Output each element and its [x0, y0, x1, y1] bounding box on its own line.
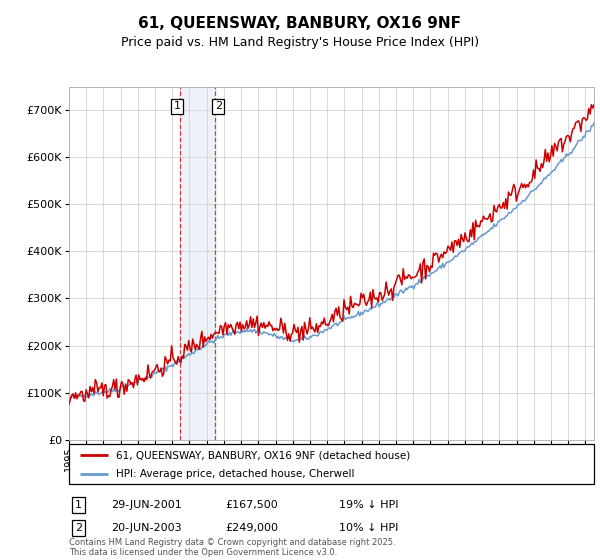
Text: Contains HM Land Registry data © Crown copyright and database right 2025.
This d: Contains HM Land Registry data © Crown c… — [69, 538, 395, 557]
Text: 2: 2 — [75, 523, 82, 533]
Text: HPI: Average price, detached house, Cherwell: HPI: Average price, detached house, Cher… — [116, 469, 355, 479]
Text: 29-JUN-2001: 29-JUN-2001 — [111, 500, 182, 510]
Text: 10% ↓ HPI: 10% ↓ HPI — [339, 523, 398, 533]
Text: £249,000: £249,000 — [225, 523, 278, 533]
Bar — [180, 87, 215, 440]
Text: Price paid vs. HM Land Registry's House Price Index (HPI): Price paid vs. HM Land Registry's House … — [121, 36, 479, 49]
Text: 61, QUEENSWAY, BANBURY, OX16 9NF: 61, QUEENSWAY, BANBURY, OX16 9NF — [139, 16, 461, 31]
Text: 61, QUEENSWAY, BANBURY, OX16 9NF (detached house): 61, QUEENSWAY, BANBURY, OX16 9NF (detach… — [116, 450, 410, 460]
Text: 19% ↓ HPI: 19% ↓ HPI — [339, 500, 398, 510]
FancyBboxPatch shape — [69, 444, 594, 484]
Text: 1: 1 — [75, 500, 82, 510]
Text: 1: 1 — [173, 101, 181, 111]
Text: 2: 2 — [215, 101, 222, 111]
Text: 20-JUN-2003: 20-JUN-2003 — [111, 523, 182, 533]
Text: £167,500: £167,500 — [225, 500, 278, 510]
